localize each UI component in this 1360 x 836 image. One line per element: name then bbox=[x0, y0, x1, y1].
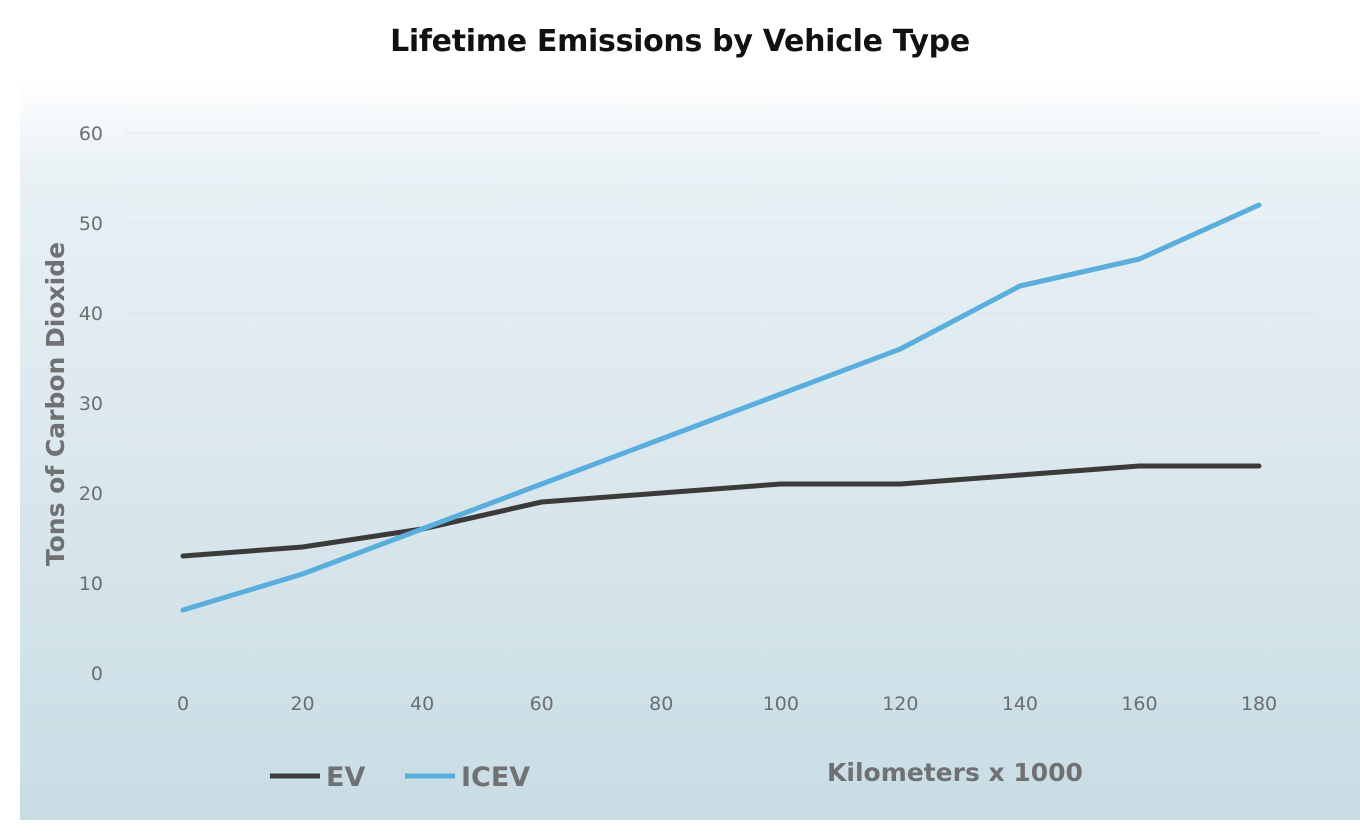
series-line-ev bbox=[180, 463, 1262, 559]
y-axis-title: Tons of Carbon Dioxide bbox=[41, 242, 70, 566]
chart-panel bbox=[20, 80, 1360, 820]
y-tick-label: 0 bbox=[91, 663, 103, 685]
x-tick-label: 140 bbox=[1002, 693, 1038, 715]
legend-label-icev: ICEV bbox=[461, 762, 530, 793]
legend-label-ev: EV bbox=[326, 762, 365, 793]
x-tick-label: 180 bbox=[1241, 693, 1277, 715]
series-line-icev bbox=[180, 202, 1262, 613]
x-tick-label: 160 bbox=[1121, 693, 1157, 715]
y-tick-label: 30 bbox=[79, 393, 103, 415]
y-tick-label: 20 bbox=[79, 483, 103, 505]
x-tick-label: 60 bbox=[530, 693, 554, 715]
x-axis-title: Kilometers x 1000 bbox=[827, 758, 1083, 787]
x-tick-label: 0 bbox=[177, 693, 189, 715]
x-tick-label: 100 bbox=[763, 693, 799, 715]
x-tick-label: 40 bbox=[410, 693, 434, 715]
y-tick-label: 10 bbox=[79, 573, 103, 595]
x-tick-label: 120 bbox=[882, 693, 918, 715]
x-tick-label: 80 bbox=[649, 693, 673, 715]
chart-title: Lifetime Emissions by Vehicle Type bbox=[390, 24, 970, 59]
y-tick-label: 40 bbox=[79, 303, 103, 325]
y-tick-label: 60 bbox=[79, 123, 103, 145]
x-tick-label: 20 bbox=[290, 693, 314, 715]
y-tick-label: 50 bbox=[79, 213, 103, 235]
